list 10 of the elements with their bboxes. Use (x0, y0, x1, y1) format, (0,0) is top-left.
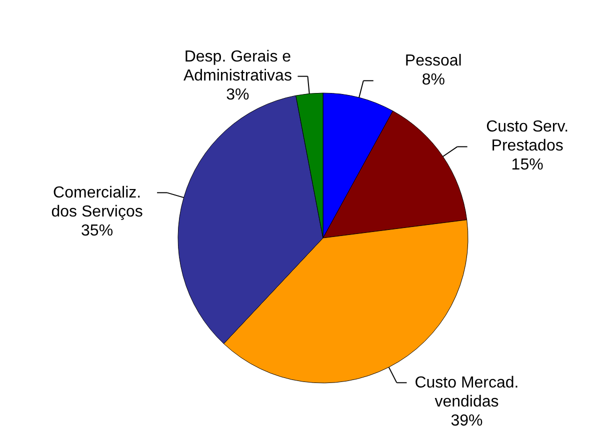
data-label: 15% (511, 156, 544, 174)
data-label: 39% (450, 412, 483, 426)
data-label: 35% (81, 222, 114, 240)
slice-label: Comercializ. dos Serviços (51, 184, 143, 221)
slice-label: Desp. Gerais e Administrativas (183, 48, 292, 84)
legend-label: Custo Mercad. vendidas (414, 374, 519, 411)
data-label: 8% (422, 72, 445, 89)
data-label: 3% (226, 86, 250, 104)
slice-label: Pessoal (404, 52, 462, 70)
slice-label: Custo Serv. Prestados (486, 118, 569, 155)
